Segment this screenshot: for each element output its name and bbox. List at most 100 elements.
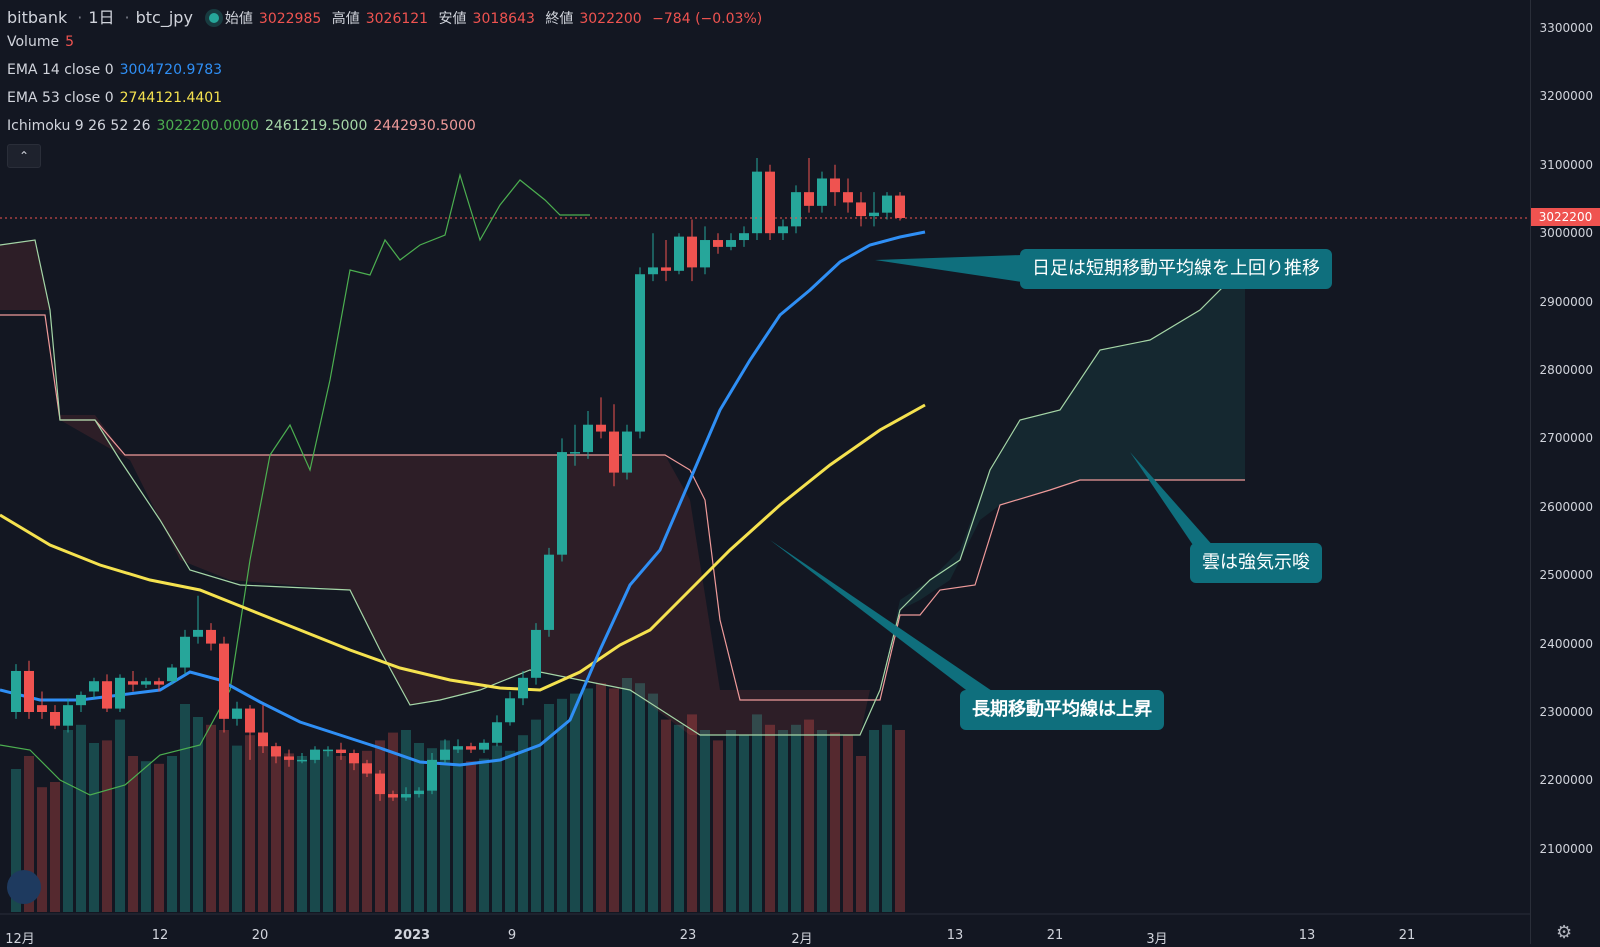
candle-body: [622, 431, 632, 473]
candle-body: [180, 636, 190, 668]
x-tick-label: 12: [151, 928, 169, 943]
y-tick-label: 2200000: [1539, 773, 1593, 788]
volume-bar: [50, 782, 60, 912]
ema14-legend[interactable]: EMA 14 close 0 3004720.9783: [7, 62, 228, 78]
candle-body: [24, 670, 34, 712]
volume-bar: [427, 748, 437, 912]
ichimoku-value-2: 2461219.5000: [264, 118, 368, 134]
volume-bar: [739, 735, 749, 912]
ichimoku-cloud-bearish: [0, 240, 870, 735]
y-tick-label: 2300000: [1539, 705, 1593, 719]
x-tick-label: 20: [251, 928, 269, 943]
candle-body: [492, 722, 502, 743]
candle-body: [310, 749, 320, 760]
callout-pointer-short-ema: [875, 255, 1022, 282]
ema53-label: EMA 53 close 0: [7, 90, 114, 106]
volume-bar: [622, 678, 632, 912]
volume-bar: [232, 745, 242, 912]
candle-body: [609, 431, 619, 473]
candle-body: [882, 195, 892, 213]
gear-icon[interactable]: ⚙: [1556, 922, 1573, 943]
candle-body: [375, 773, 385, 795]
candle-body: [284, 756, 294, 760]
volume-bar: [440, 740, 450, 912]
candle-body: [388, 794, 398, 798]
callout-pointer-long-ema: [770, 540, 995, 693]
candle-body: [50, 712, 60, 726]
volume-bar: [791, 724, 801, 912]
volume-bar: [154, 763, 164, 912]
candle-body: [544, 554, 554, 630]
y-tick-label: 3200000: [1539, 89, 1593, 104]
ichimoku-label: Ichimoku 9 26 52 26: [7, 118, 151, 134]
candle-body: [752, 171, 762, 234]
candle-body: [739, 233, 749, 241]
volume-bar: [635, 683, 645, 912]
volume-bar: [271, 756, 281, 912]
y-tick-label: 2100000: [1539, 841, 1593, 856]
candle-body: [206, 629, 216, 644]
volume-bar: [63, 730, 73, 912]
x-tick-label: 21: [1398, 928, 1416, 943]
volume-legend[interactable]: Volume 5: [7, 34, 80, 50]
candle-body: [102, 681, 112, 709]
candle-body: [635, 274, 645, 432]
volume-bar: [882, 724, 892, 912]
candle-body: [245, 708, 255, 733]
volume-bar: [895, 730, 905, 912]
price-chart[interactable]: [0, 0, 1530, 944]
low-value: 3018643: [472, 11, 535, 27]
volume-bar: [128, 756, 138, 912]
volume-bar: [245, 735, 255, 912]
low-label: 安値: [438, 11, 467, 27]
candle-body: [583, 424, 593, 453]
tradingview-logo-icon[interactable]: [7, 870, 41, 904]
ichimoku-legend[interactable]: Ichimoku 9 26 52 26 3022200.0000 2461219.5…: [7, 118, 482, 134]
volume-bar: [518, 735, 528, 912]
y-tick-label: 3100000: [1539, 157, 1593, 172]
ema14-value: 3004720.9783: [119, 62, 223, 78]
candle-body: [271, 746, 281, 757]
ema53-legend[interactable]: EMA 53 close 0 2744121.4401: [7, 90, 228, 106]
volume-bar: [583, 688, 593, 912]
volume-bar: [76, 724, 86, 912]
volume-bar: [700, 730, 710, 912]
last-price-tag: 3022200: [1531, 208, 1600, 226]
x-tick-label: 21: [1046, 928, 1064, 943]
volume-bar: [401, 730, 411, 912]
callout-long-ema: 長期移動平均線は上昇: [960, 690, 1164, 730]
candle-body: [817, 178, 827, 206]
volume-bar: [492, 745, 502, 912]
candle-body: [713, 240, 723, 247]
volume-bar: [804, 719, 814, 912]
x-tick-label: 3月: [1146, 932, 1168, 947]
candle-body: [596, 424, 606, 432]
candle-body: [141, 681, 151, 685]
candle-body: [895, 195, 905, 219]
candle-body: [219, 643, 229, 719]
price-axis[interactable]: 3300000 3200000 3100000 3000000 2900000 28000…: [1530, 0, 1600, 944]
candle-body: [128, 681, 138, 685]
volume-bar: [167, 756, 177, 912]
volume-value: 5: [65, 34, 74, 50]
candle-body: [323, 749, 333, 752]
volume-bar: [869, 730, 879, 912]
volume-bar: [596, 683, 606, 912]
candle-body: [11, 670, 21, 712]
symbol-label: btc_jpy: [135, 8, 193, 27]
volume-bar: [674, 724, 684, 912]
callout-pointer-cloud: [1130, 452, 1215, 548]
ema53-value: 2744121.4401: [119, 90, 223, 106]
interval-label[interactable]: 1日: [88, 8, 115, 27]
volume-bar: [830, 732, 840, 912]
candle-body: [830, 178, 840, 193]
volume-bar: [505, 750, 515, 912]
x-tick-label: 23: [679, 928, 697, 943]
collapse-legend-button[interactable]: ⌃: [7, 144, 41, 168]
x-tick-label: 9: [507, 928, 517, 943]
candle-body: [89, 681, 99, 692]
volume-bar: [687, 714, 697, 912]
candle-body: [505, 698, 515, 723]
candle-body: [726, 240, 736, 247]
candle-body: [440, 749, 450, 760]
